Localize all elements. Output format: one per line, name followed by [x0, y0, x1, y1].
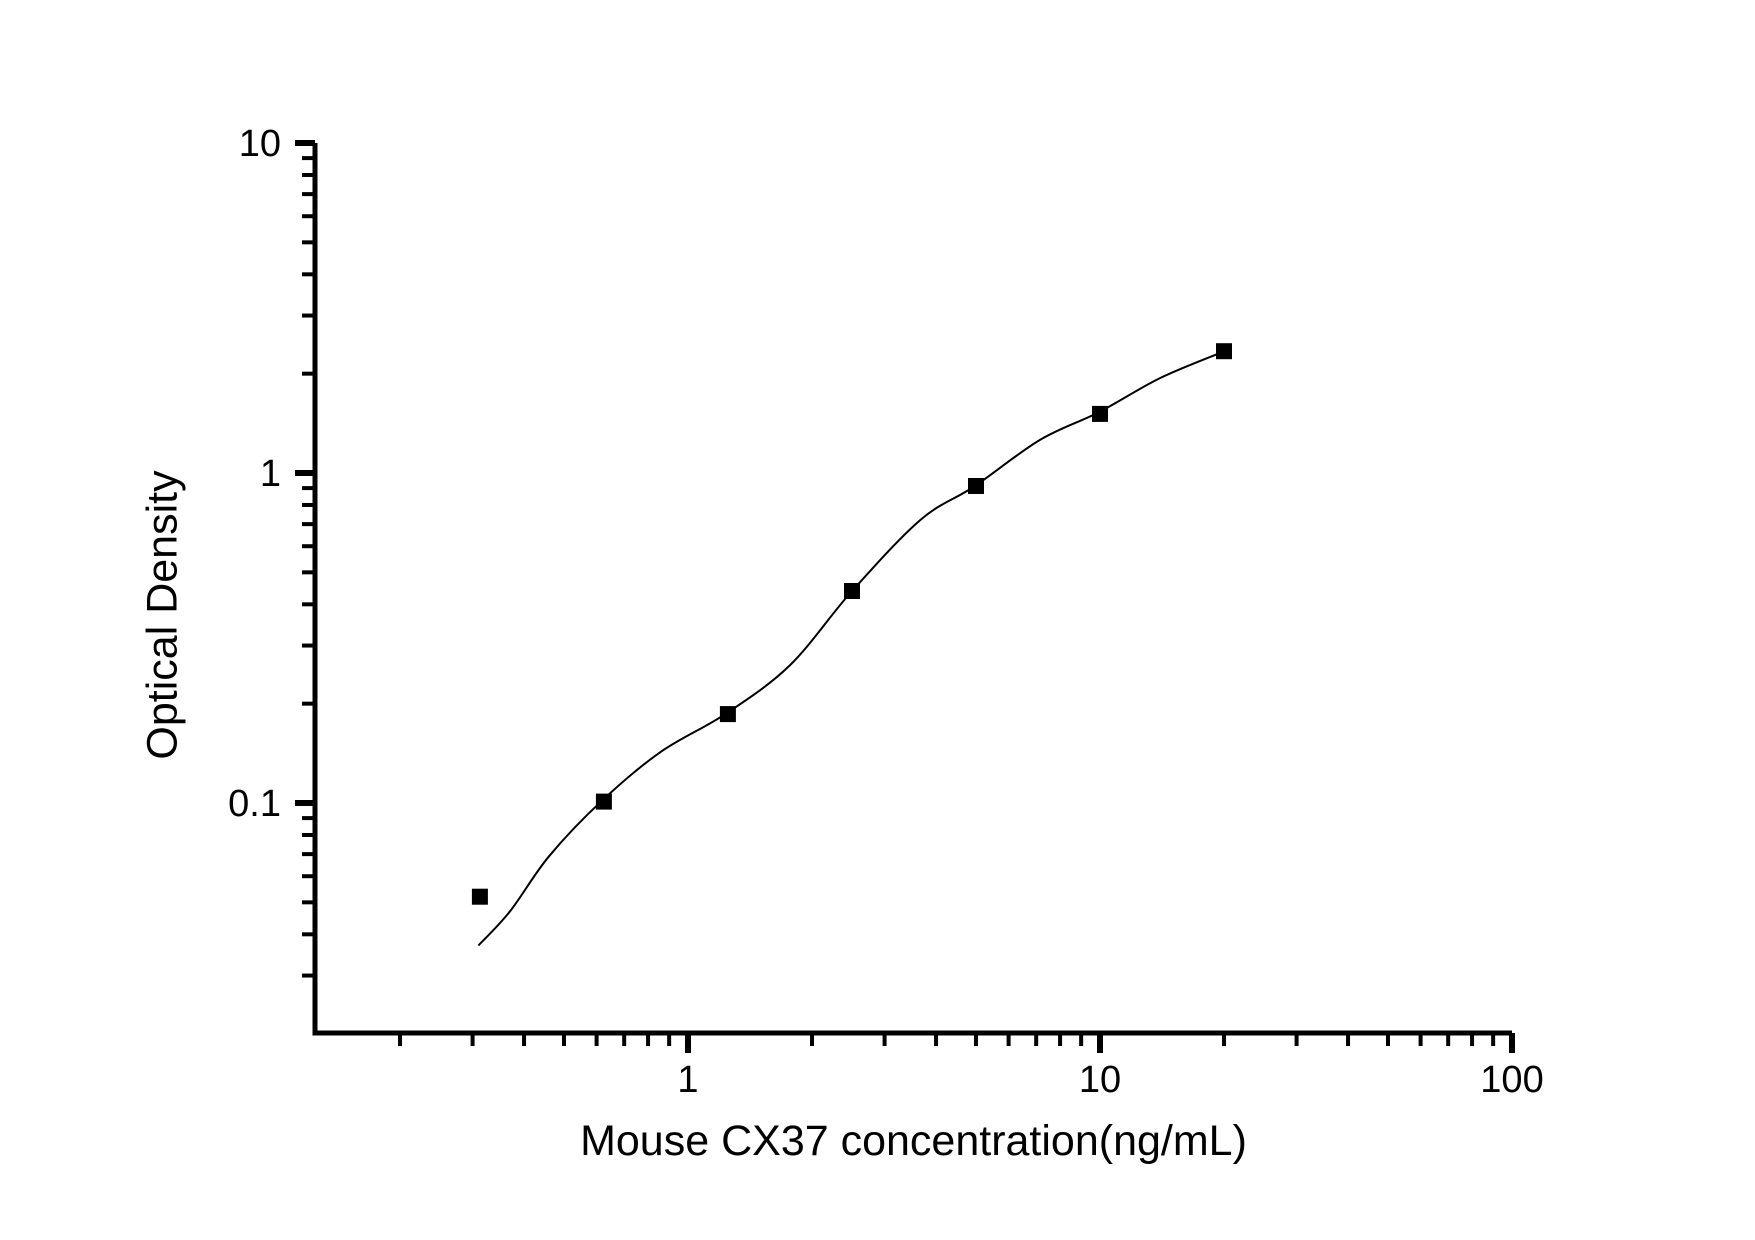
fit-curve-line: [477, 350, 1224, 947]
data-point-marker: [968, 478, 984, 494]
data-point-marker: [719, 706, 736, 723]
data-point-marker: [1092, 405, 1108, 422]
y-axis-tick-label: 10: [239, 123, 281, 165]
x-axis-title: Mouse CX37 concentration(ng/mL): [580, 1117, 1247, 1165]
x-axis-tick-label: 100: [1480, 1059, 1543, 1101]
data-point-marker: [595, 793, 612, 810]
data-point-marker: [1216, 343, 1232, 360]
x-axis-tick-label: 1: [677, 1059, 698, 1101]
x-axis-tick-label: 10: [1079, 1059, 1121, 1101]
axis-frame: [312, 143, 1512, 1036]
data-point-marker: [471, 888, 488, 905]
y-axis-tick-label: 1: [260, 453, 281, 495]
y-axis-title: Optical Density: [138, 470, 187, 760]
y-axis-tick-label: 0.1: [228, 783, 281, 825]
data-point-marker: [844, 583, 860, 599]
